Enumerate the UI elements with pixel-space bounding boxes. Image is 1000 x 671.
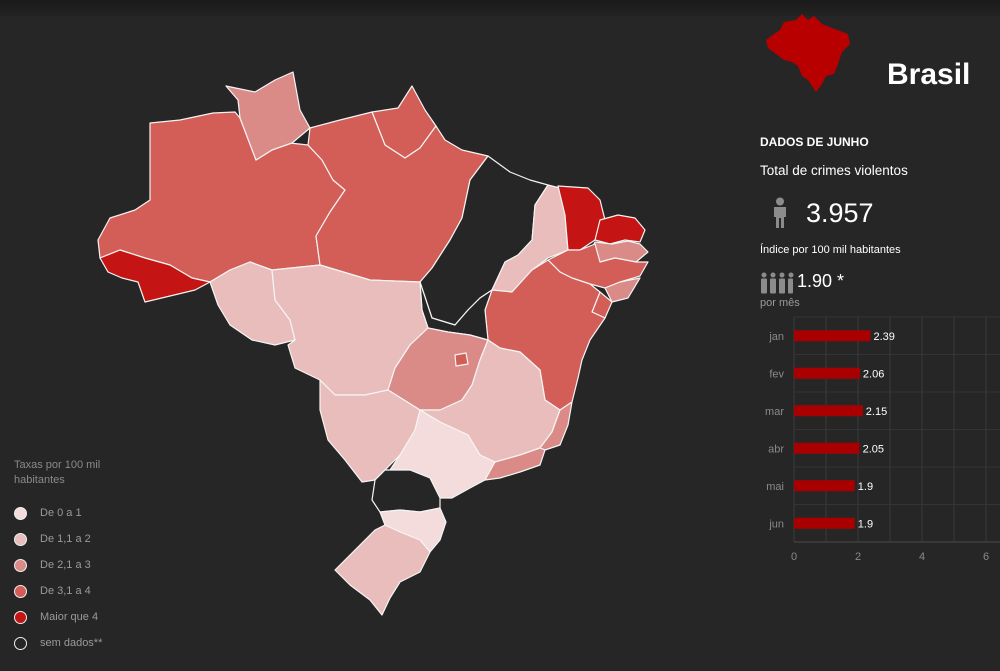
value-label: 1.9 <box>858 481 873 493</box>
category-label: mar <box>765 406 784 418</box>
value-label: 2.39 <box>873 331 894 343</box>
tick-label: 2 <box>855 551 861 563</box>
legend-item: Maior que 4 <box>14 604 174 630</box>
state-rn[interactable] <box>594 214 646 245</box>
state-rr[interactable] <box>225 71 311 161</box>
state-title: Brasil <box>887 58 971 91</box>
population-icon <box>761 272 794 294</box>
top-bar <box>0 0 1000 16</box>
legend-swatch <box>14 636 27 650</box>
legend-label: De 1,1 a 2 <box>40 533 91 545</box>
legend-label: De 0 a 1 <box>40 507 82 519</box>
bar <box>794 480 855 492</box>
state-pr[interactable] <box>371 469 441 513</box>
value-label: 2.06 <box>863 368 884 380</box>
brazil-map[interactable] <box>0 0 700 671</box>
state-es[interactable] <box>539 401 573 451</box>
state-sp[interactable] <box>389 409 496 499</box>
tick-label: 6 <box>983 551 989 563</box>
bar <box>794 367 860 379</box>
category-label: abr <box>768 443 784 455</box>
tick-label: 0 <box>791 551 797 563</box>
state-df[interactable] <box>454 352 469 367</box>
value-label: 2.05 <box>863 443 884 455</box>
rate-value: 1.90 * <box>797 271 845 291</box>
legend-label: De 2,1 a 3 <box>40 559 91 571</box>
bar <box>794 517 855 529</box>
total-crimes-value: 3.957 <box>806 198 874 228</box>
tick-label: 4 <box>919 551 925 563</box>
state-rs[interactable] <box>334 524 431 616</box>
map-legend: Taxas por 100 mil habitantes De 0 a 1 De… <box>14 458 174 656</box>
legend-swatch <box>14 584 27 598</box>
category-label: jun <box>768 518 784 530</box>
info-panel: Brasil DADOS DE JUNHO Total de crimes vi… <box>750 0 1000 671</box>
bar <box>794 442 860 454</box>
legend-swatch <box>14 532 27 546</box>
legend-label: Maior que 4 <box>40 611 99 623</box>
legend-label: De 3,1 a 4 <box>40 585 91 597</box>
category-label: fev <box>769 368 784 380</box>
monthly-bar-chart: jan 2.39 fev 2.06 mar 2.15 abr 2.05 mai 1.9 jun 1.9… <box>765 316 1000 563</box>
legend-title: Taxas por 100 mil habitantes <box>14 459 101 486</box>
legend-swatch <box>14 610 27 624</box>
rate-unit: por mês <box>760 297 800 309</box>
legend-swatch <box>14 506 27 520</box>
person-icon <box>774 197 786 228</box>
rate-label: Índice por 100 mil habitantes <box>760 244 901 256</box>
state-ac[interactable] <box>99 249 211 303</box>
category-label: jan <box>768 331 784 343</box>
category-label: mai <box>766 481 784 493</box>
brazil-silhouette-icon <box>766 14 850 92</box>
legend-item: De 3,1 a 4 <box>14 578 174 604</box>
state-al[interactable] <box>604 277 641 303</box>
state-rj[interactable] <box>484 447 546 481</box>
section-heading: DADOS DE JUNHO <box>760 135 869 149</box>
legend-swatch <box>14 558 27 572</box>
value-label: 2.15 <box>866 406 887 418</box>
bar <box>794 405 863 417</box>
value-label: 1.9 <box>858 518 873 530</box>
legend-label: sem dados** <box>40 637 103 649</box>
bar <box>794 330 871 342</box>
legend-item: De 1,1 a 2 <box>14 526 174 552</box>
total-crimes-label: Total de crimes violentos <box>760 163 908 178</box>
legend-item: sem dados** <box>14 630 174 656</box>
legend-item: De 2,1 a 3 <box>14 552 174 578</box>
legend-item: De 0 a 1 <box>14 500 174 526</box>
